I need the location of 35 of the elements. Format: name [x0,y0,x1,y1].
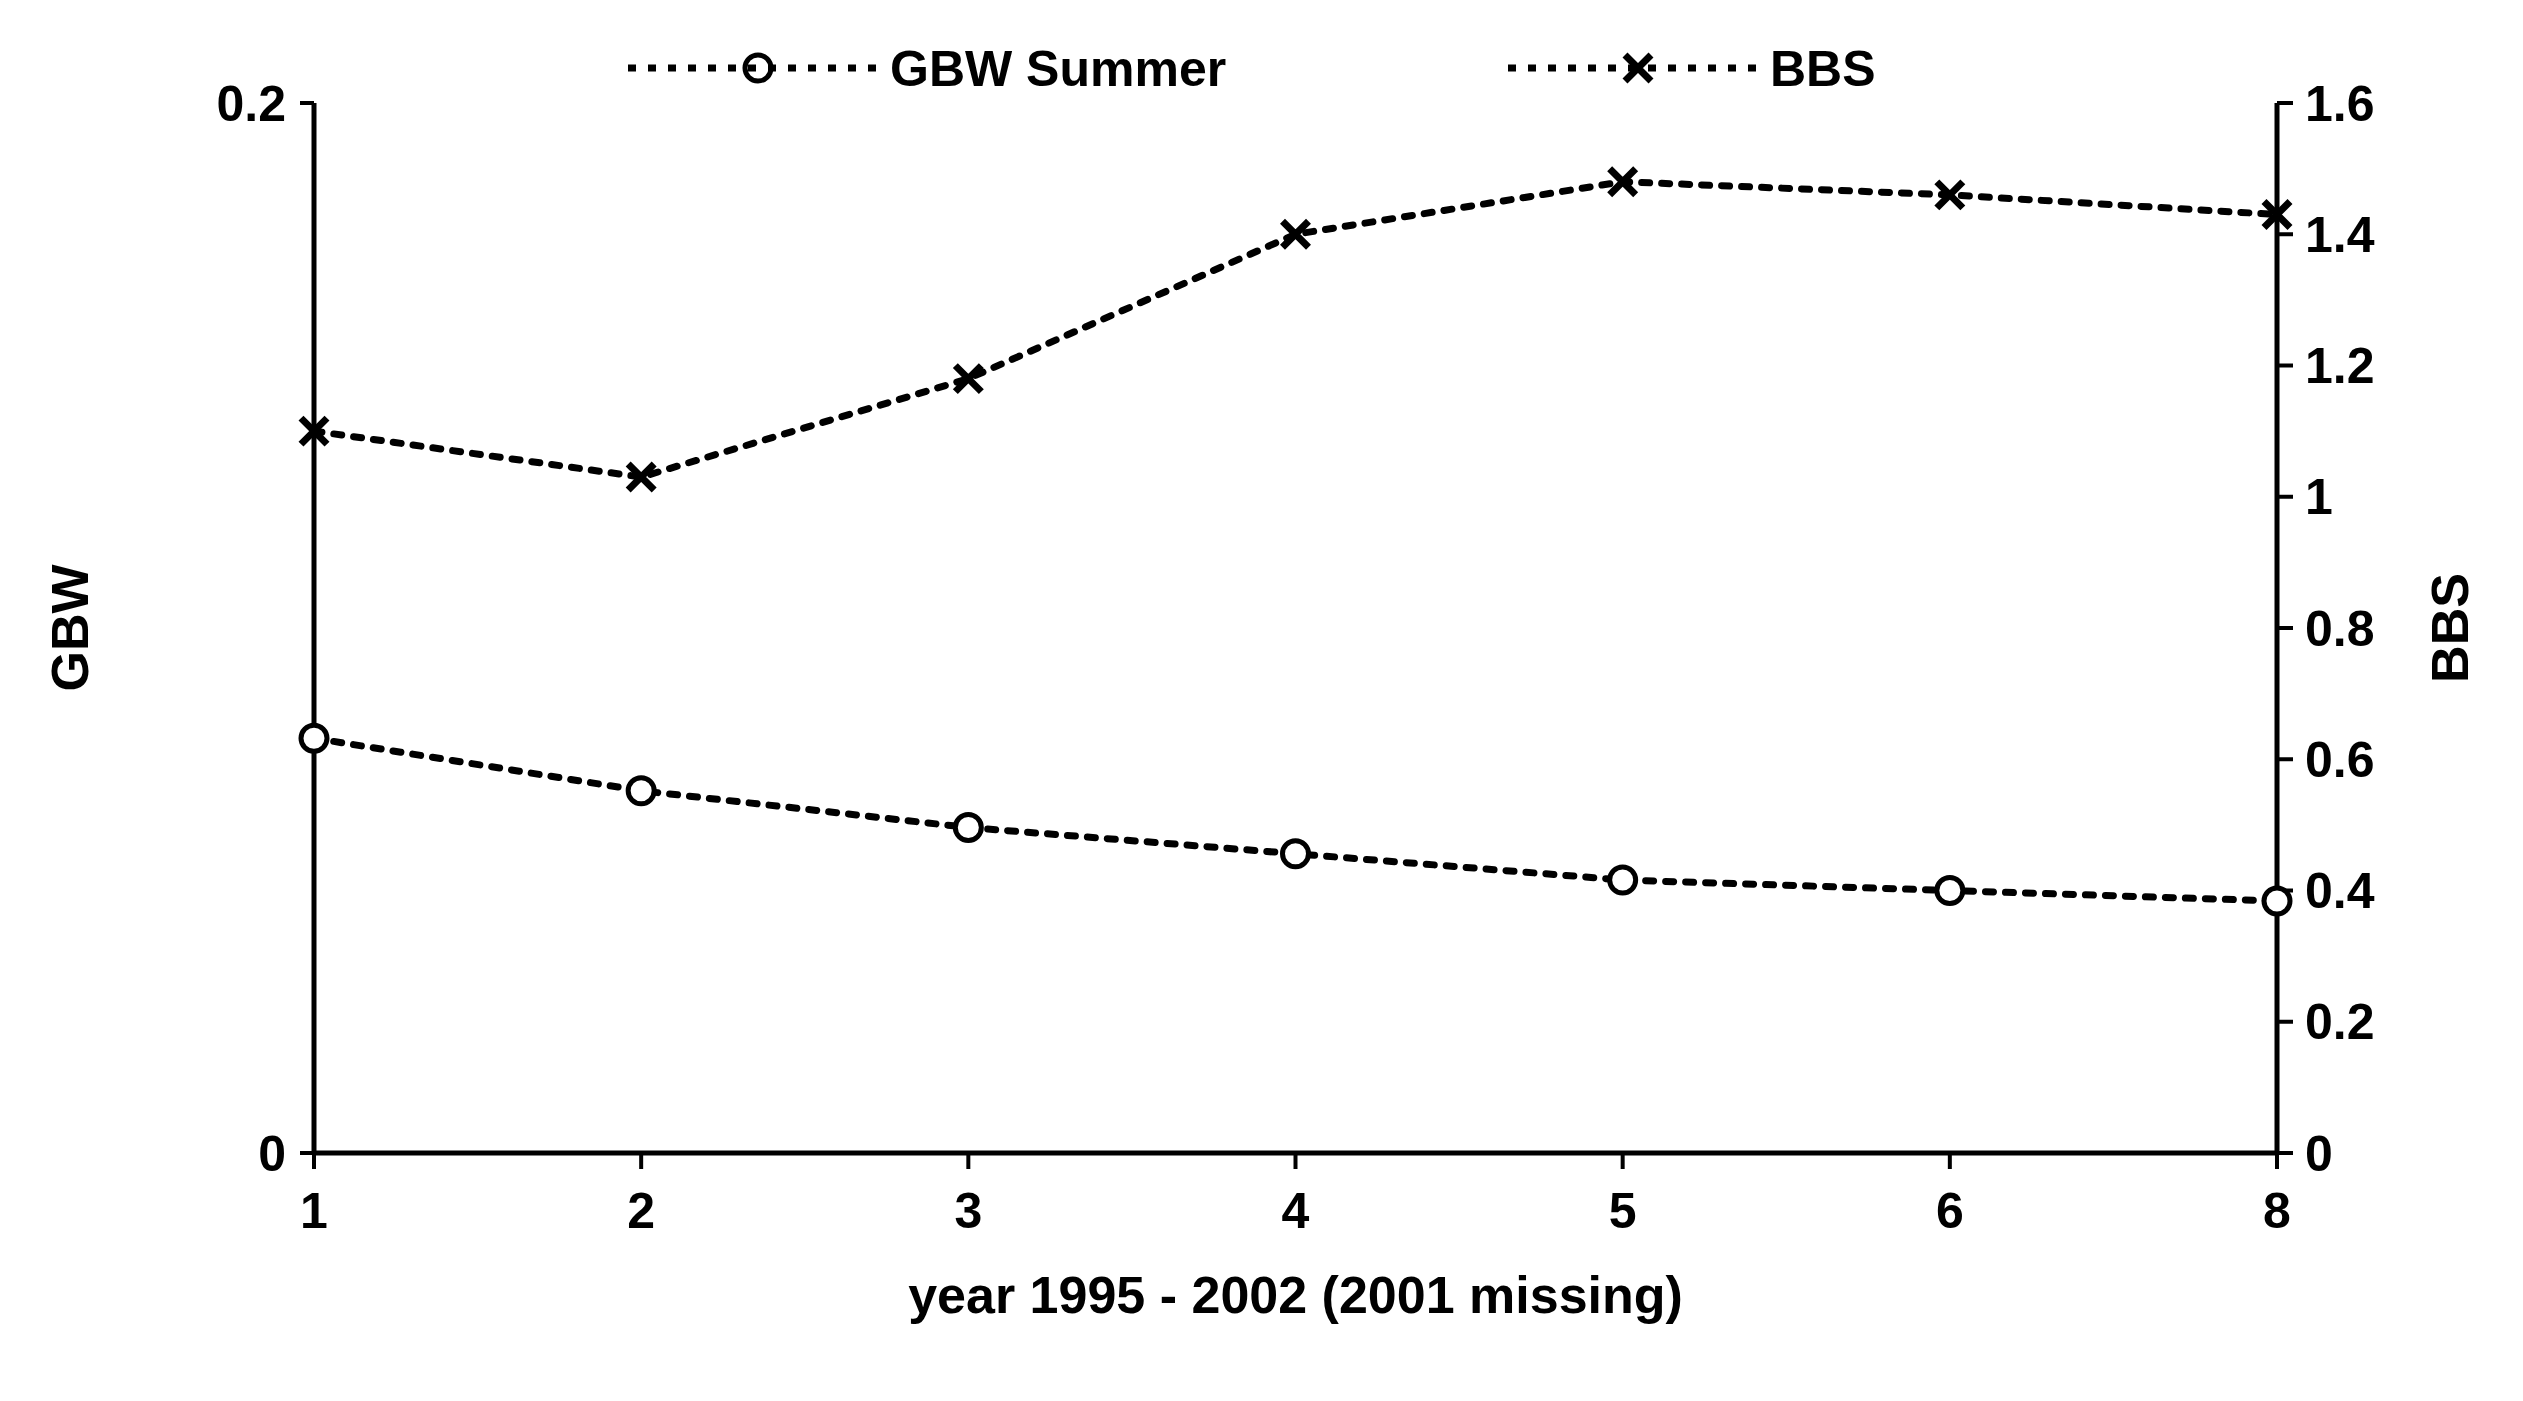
point [951,362,985,396]
y-axis-title: GBW [41,563,99,692]
x-tick-label: 2 [627,1183,656,1239]
point [1607,864,1639,896]
y2-tick-label: 1.6 [2305,75,2375,132]
y2-tick-label: 1.4 [2305,206,2375,263]
point [624,460,658,494]
point [1280,838,1311,870]
y2-tick-label: 1.2 [2305,338,2375,394]
y2-axis-title: BBS [2421,573,2479,683]
point [298,722,330,754]
point [1606,165,1640,199]
point [2260,198,2294,232]
point [1933,178,1967,212]
point [2261,885,2293,917]
y2-tick-label: 0.4 [2305,863,2375,919]
x-tick-label: 5 [1608,1183,1637,1239]
x-tick-label: 8 [2263,1183,2291,1239]
point [625,775,657,807]
y2-tick-label: 0.6 [2305,731,2375,788]
y2-tick-label: 0.8 [2305,600,2375,657]
x-tick-label: 6 [1935,1183,1964,1239]
x-tick-label: 3 [954,1183,983,1239]
x-axis-title: year 1995 - 2002 (2001 missing) [908,1266,1683,1324]
y2-tick-label: 0.2 [2305,994,2375,1051]
legend-label: BBS [1770,40,1876,97]
point [952,812,984,843]
point [1279,217,1312,251]
point [297,414,331,448]
x-tick-label: 4 [1281,1183,1310,1239]
y2-tick-label: 1 [2305,469,2333,526]
x-tick-label: 1 [300,1183,328,1239]
legend-label: GBW Summer [890,40,1227,97]
point [1934,875,1966,906]
y2-tick-label: 0 [2305,1125,2333,1182]
